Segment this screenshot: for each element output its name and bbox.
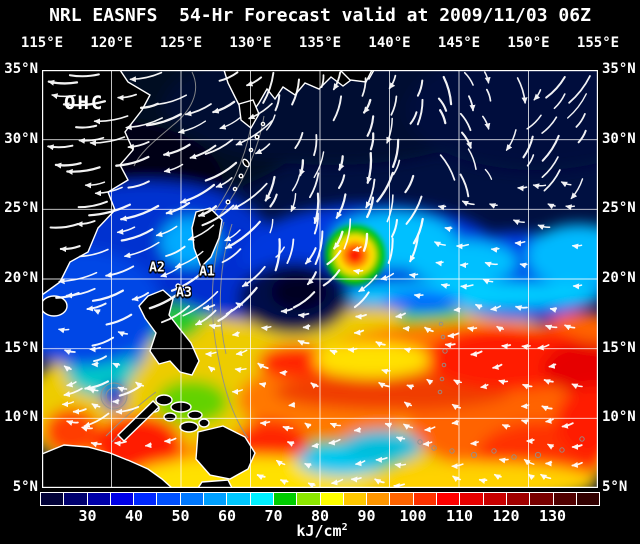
colorbar-segment	[367, 493, 391, 505]
lon-label: 155°E	[576, 35, 620, 51]
colorbar-segment	[180, 493, 205, 505]
colorbar-segment	[553, 493, 577, 505]
lat-label: 20°N	[4, 270, 38, 286]
lat-label: 5°N	[12, 479, 38, 495]
lon-label: 135°E	[298, 35, 342, 51]
colorbar-segment	[64, 493, 88, 505]
colorbar-segment	[227, 493, 251, 505]
lon-label: 125°E	[159, 35, 203, 51]
colorbar-segment	[343, 493, 368, 505]
ohc-field-map	[42, 70, 598, 488]
field-name-label: OHC	[64, 92, 105, 114]
colorbar-tick-label: 100	[399, 507, 427, 525]
colorbar-tick-label: 50	[171, 507, 190, 525]
land-masses	[42, 70, 375, 488]
lon-label: 120°E	[90, 35, 133, 51]
map-canvas	[42, 70, 598, 488]
colorbar-segment	[460, 493, 484, 505]
colorbar-tick-label: 60	[217, 507, 237, 525]
eddy-label-a1: A1	[199, 264, 215, 280]
land-luzon	[138, 289, 200, 376]
colorbar-unit: kJ/cm2	[296, 522, 348, 540]
colorbar-segment	[437, 493, 461, 505]
land-borneo	[42, 444, 174, 488]
land-hainan	[42, 295, 68, 317]
colorbar-tick-label: 130	[538, 507, 567, 525]
colorbar-tick-label: 70	[264, 507, 283, 525]
graticule	[42, 70, 598, 488]
colorbar-segment	[87, 493, 111, 505]
colorbar-segment	[204, 493, 228, 505]
land-taiwan	[191, 207, 223, 269]
lat-label: 30°N	[602, 130, 636, 147]
colorbar-segment	[390, 493, 414, 505]
lat-label: 25°N	[4, 200, 38, 217]
lat-label: 20°N	[602, 270, 636, 286]
lat-label: 10°N	[602, 409, 636, 426]
colorbar-segment	[483, 493, 507, 505]
colorbar-segment	[297, 493, 321, 505]
colorbar-tick-label: 120	[492, 507, 520, 525]
colorbar-segment	[250, 493, 274, 505]
colorbar-segment	[576, 493, 600, 505]
colorbar-segment	[273, 493, 298, 505]
land-palawan	[117, 400, 160, 442]
colorbar-segment	[110, 493, 135, 505]
colorbar-segment	[320, 493, 344, 505]
eddy-label-a3: A3	[176, 285, 192, 301]
wind-vectors	[47, 71, 591, 488]
plot-title: NRL EASNFS 54-Hr Forecast valid at 2009/…	[49, 5, 591, 26]
colorbar-segment	[506, 493, 531, 505]
colorbar	[40, 492, 600, 506]
lat-label: 15°N	[4, 339, 38, 356]
lon-label: 150°E	[507, 35, 550, 51]
lon-label: 130°E	[229, 35, 272, 51]
map-frame	[42, 70, 598, 488]
lat-label: 35°N	[4, 61, 38, 77]
colorbar-segment	[41, 493, 65, 505]
colorbar-segment	[134, 493, 158, 505]
colorbar-tick-label: 40	[124, 507, 144, 525]
lat-label: 5°N	[602, 479, 628, 495]
colorbar-tick-label: 30	[78, 507, 97, 525]
lon-label: 140°E	[368, 35, 411, 51]
colorbar-segment	[413, 493, 438, 505]
colorbar-tick-label: 80	[310, 507, 330, 525]
lat-label: 10°N	[4, 409, 38, 426]
colorbar-tick-label: 110	[445, 507, 474, 525]
lon-label: 115°E	[20, 35, 64, 51]
lat-label: 35°N	[602, 61, 636, 77]
lon-label: 145°E	[437, 35, 481, 51]
lat-label: 25°N	[602, 200, 636, 217]
eddy-label-a2: A2	[149, 260, 165, 276]
colorbar-tick-label: 90	[357, 507, 376, 525]
lat-label: 15°N	[602, 339, 636, 356]
colorbar-segment	[157, 493, 181, 505]
colorbar-segment	[530, 493, 554, 505]
land-china	[42, 70, 151, 296]
land-mindanao	[195, 425, 256, 480]
lat-label: 30°N	[4, 130, 38, 147]
